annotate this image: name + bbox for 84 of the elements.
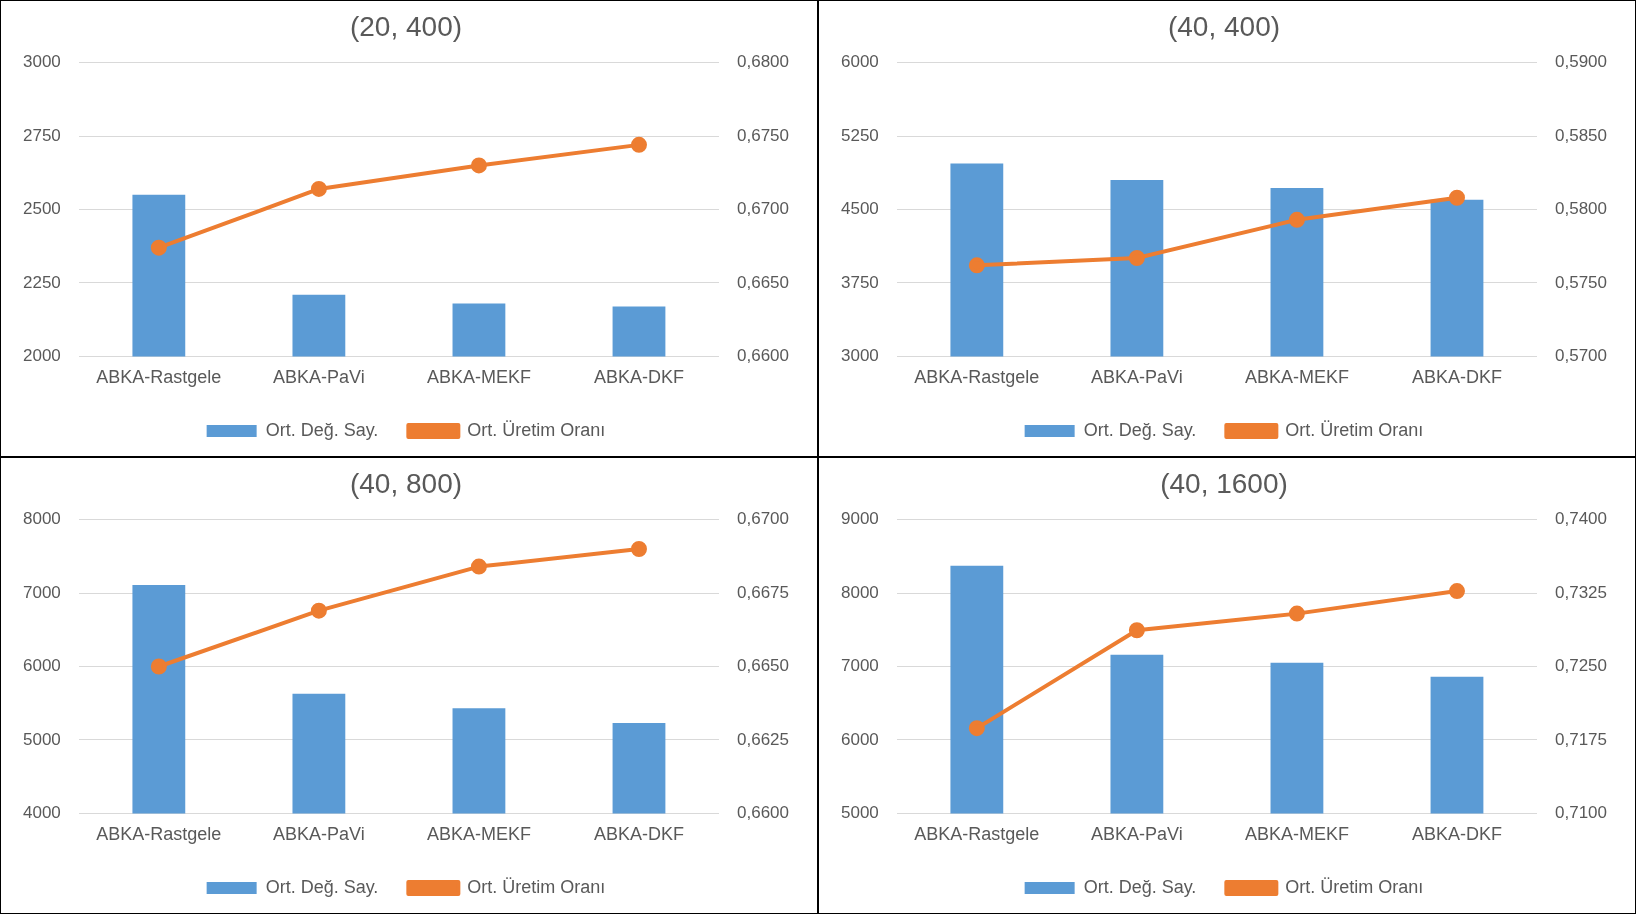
point (1128, 622, 1145, 639)
point (150, 239, 167, 256)
point (1288, 211, 1305, 228)
y-tick-label: 6000 (840, 52, 879, 72)
x-tick-label: ABKA-PaVi (273, 367, 365, 388)
point (968, 720, 985, 737)
chart-title: (40, 800) (349, 467, 463, 499)
point (1288, 605, 1305, 622)
point (470, 157, 487, 174)
x-tick-label: ABKA-Rastgele (914, 367, 1040, 388)
y-tick-label: 2000 (22, 346, 61, 366)
x-tick-label: ABKA-MEKF (1244, 367, 1349, 388)
y2-tick-label: 0,7175 (1555, 729, 1607, 749)
legend-label: Ort. Üretim Oranı (1285, 419, 1424, 440)
y-tick-label: 7000 (840, 656, 879, 676)
point (470, 558, 487, 575)
y2-tick-label: 0,6700 (737, 199, 789, 219)
x-tick-label: ABKA-PaVi (1091, 824, 1183, 845)
y-tick-label: 2750 (22, 125, 61, 145)
y2-tick-label: 0,6650 (737, 272, 789, 292)
y2-tick-label: 0,7100 (1555, 803, 1607, 823)
y-tick-label: 3000 (22, 52, 61, 72)
point (968, 257, 985, 274)
y-tick-label: 6000 (22, 656, 61, 676)
y-tick-label: 5000 (840, 803, 879, 823)
point (630, 136, 647, 153)
x-tick-label: ABKA-MEKF (1244, 824, 1349, 845)
legend-label: Ort. Değ. Say. (1083, 419, 1197, 440)
y-tick-label: 6000 (840, 729, 879, 749)
chart-title: (20, 400) (349, 10, 463, 42)
y2-tick-label: 0,7325 (1555, 582, 1607, 602)
x-tick-label: ABKA-DKF (1411, 824, 1502, 845)
y2-tick-label: 0,5900 (1555, 52, 1607, 72)
legend-label: Ort. Üretim Oranı (467, 419, 606, 440)
chart-title: (40, 1600) (1160, 467, 1288, 499)
y-tick-label: 4500 (840, 199, 879, 219)
y-tick-label: 2500 (22, 199, 61, 219)
y-tick-label: 5000 (22, 729, 61, 749)
y-tick-label: 3000 (840, 346, 879, 366)
y2-tick-label: 0,6650 (737, 656, 789, 676)
y-tick-label: 7000 (22, 582, 61, 602)
x-tick-label: ABKA-Rastgele (914, 824, 1040, 845)
point (310, 180, 327, 197)
legend-label: Ort. Değ. Say. (1083, 876, 1197, 897)
x-tick-label: ABKA-MEKF (426, 824, 531, 845)
legend-label: Ort. Değ. Say. (265, 419, 379, 440)
point (310, 602, 327, 619)
legend-label: Ort. Üretim Oranı (467, 876, 606, 897)
y2-tick-label: 0,6625 (737, 729, 789, 749)
y2-tick-label: 0,6675 (737, 582, 789, 602)
y2-tick-label: 0,7400 (1555, 509, 1607, 529)
point (630, 540, 647, 557)
y-tick-label: 8000 (840, 582, 879, 602)
y2-tick-label: 0,6750 (737, 125, 789, 145)
y2-tick-label: 0,6600 (737, 346, 789, 366)
x-tick-label: ABKA-DKF (1411, 367, 1502, 388)
y2-tick-label: 0,6600 (737, 803, 789, 823)
y2-tick-label: 0,5750 (1555, 272, 1607, 292)
y2-tick-label: 0,6700 (737, 509, 789, 529)
y-tick-label: 8000 (22, 509, 61, 529)
chart-title: (40, 400) (1167, 10, 1281, 42)
y-tick-label: 3750 (840, 272, 879, 292)
y2-tick-label: 0,5850 (1555, 125, 1607, 145)
x-tick-label: ABKA-DKF (593, 824, 684, 845)
y-tick-label: 9000 (840, 509, 879, 529)
point (1448, 189, 1465, 206)
legend-label: Ort. Değ. Say. (265, 876, 379, 897)
x-tick-label: ABKA-MEKF (426, 367, 531, 388)
y-tick-label: 5250 (840, 125, 879, 145)
y2-tick-label: 0,6800 (737, 52, 789, 72)
x-tick-label: ABKA-PaVi (273, 824, 365, 845)
y2-tick-label: 0,5800 (1555, 199, 1607, 219)
point (1128, 249, 1145, 266)
legend-label: Ort. Üretim Oranı (1285, 876, 1424, 897)
y-tick-label: 4000 (22, 803, 61, 823)
y2-tick-label: 0,7250 (1555, 656, 1607, 676)
x-tick-label: ABKA-PaVi (1091, 367, 1183, 388)
x-tick-label: ABKA-Rastgele (96, 824, 222, 845)
x-tick-label: ABKA-DKF (593, 367, 684, 388)
y2-tick-label: 0,5700 (1555, 346, 1607, 366)
y-tick-label: 2250 (22, 272, 61, 292)
point (150, 658, 167, 675)
point (1448, 583, 1465, 600)
x-tick-label: ABKA-Rastgele (96, 367, 222, 388)
